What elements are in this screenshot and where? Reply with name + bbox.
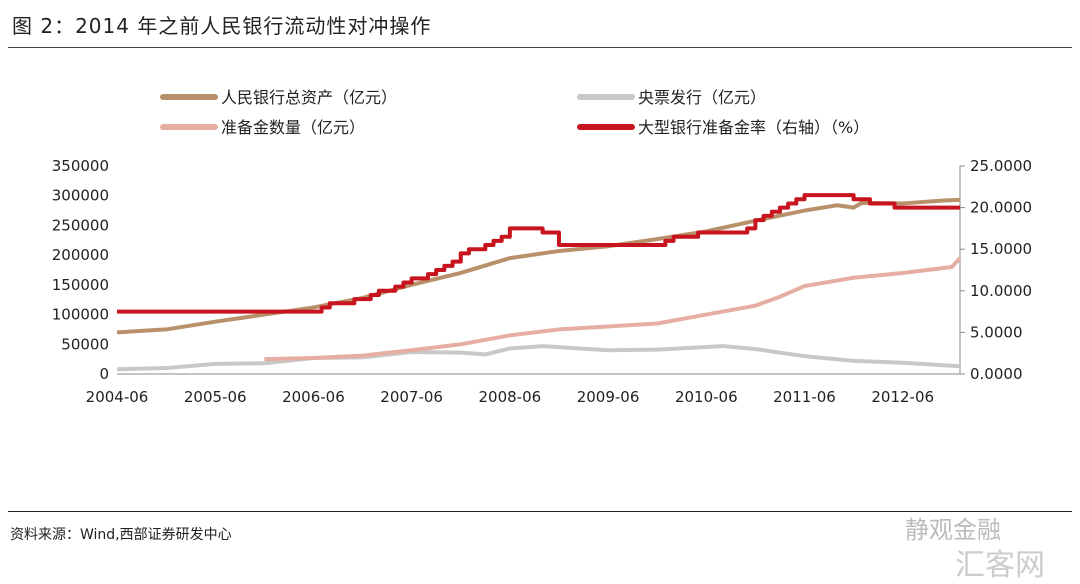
y-tick-label: 100000: [52, 306, 109, 324]
y-tick-label: 150000: [52, 276, 109, 294]
y-tick-label: 300000: [52, 187, 109, 205]
y2-tick-label: 10.0000: [970, 282, 1032, 300]
legend-label: 人民银行总资产（亿元）: [221, 88, 397, 107]
figure-title: 图 2：2014 年之前人民银行流动性对冲操作: [12, 14, 432, 38]
y-tick-label: 50000: [61, 335, 109, 353]
x-tick-label: 2010-06: [675, 388, 738, 406]
series-line-1: [116, 344, 961, 372]
x-tick-label: 2011-06: [773, 388, 836, 406]
x-tick-label: 2006-06: [282, 388, 345, 406]
source-divider: [8, 511, 1072, 512]
legend-label: 准备金数量（亿元）: [221, 118, 365, 137]
legend-label: 大型银行准备金率（右轴）（%）: [638, 118, 869, 137]
watermark-text-2: 汇客网: [955, 548, 1045, 583]
x-tick-label: 2008-06: [479, 388, 542, 406]
x-tick-label: 2007-06: [380, 388, 443, 406]
x-tick-label: 2009-06: [577, 388, 640, 406]
y2-tick-label: 0.0000: [970, 365, 1023, 383]
y-tick-label: 250000: [52, 216, 109, 234]
source-note: 资料来源：Wind,西部证券研发中心: [10, 527, 232, 543]
y-tick-label: 0: [99, 365, 109, 383]
y2-tick-label: 15.0000: [970, 240, 1032, 258]
series-line-2: [264, 256, 962, 362]
watermark-text: 静观金融: [905, 516, 1001, 544]
x-tick-label: 2004-06: [86, 388, 149, 406]
series-line-3: [117, 193, 960, 314]
y-tick-label: 350000: [52, 157, 109, 175]
x-tick-label: 2005-06: [184, 388, 247, 406]
line-chart: 0 50000 100000 150000 200000 250000 300000 3500…: [52, 88, 1032, 406]
legend-label: 央票发行（亿元）: [638, 88, 766, 107]
title-divider: [8, 47, 1072, 48]
x-tick-label: 2012-06: [871, 388, 934, 406]
y2-tick-label: 20.0000: [970, 199, 1032, 217]
y2-tick-label: 5.0000: [970, 323, 1023, 341]
y-tick-label: 200000: [52, 246, 109, 264]
y2-tick-label: 25.0000: [970, 157, 1032, 175]
